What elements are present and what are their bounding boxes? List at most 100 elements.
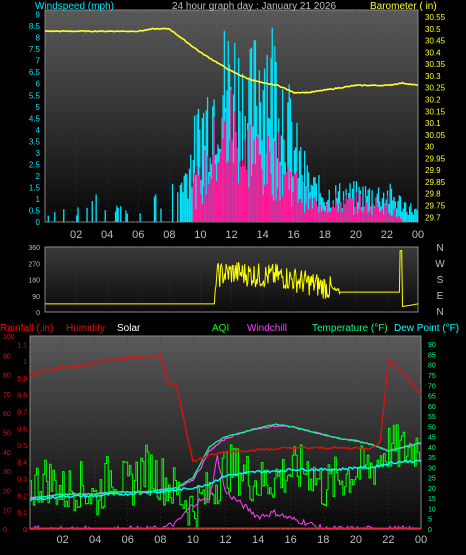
wind-speed-bar	[216, 181, 218, 222]
wind-gust-bar	[203, 113, 205, 222]
wind-speed-bar	[235, 131, 237, 222]
wind-gust-bar	[205, 110, 207, 222]
barometer-tick-label: 30.4	[425, 48, 441, 57]
wind-gust-bar	[412, 214, 415, 222]
barometer-tick-label: 30.2	[425, 96, 441, 105]
wind-speed-bar	[283, 174, 285, 222]
wind-speed-bar	[358, 208, 360, 222]
wind-gust-bar	[241, 73, 244, 222]
time-tick-label: 10	[187, 534, 199, 546]
humidity-tick-label: 30	[3, 469, 11, 476]
wind-speed-tick-label: 1	[36, 195, 41, 204]
compass-direction-label: S	[437, 275, 444, 286]
wind-gust-bar	[318, 175, 320, 222]
wind-speed-bar	[377, 207, 380, 222]
wind-speed-bar	[291, 206, 293, 222]
wind-gust-bar	[139, 213, 141, 222]
wind-gust-bar	[298, 151, 301, 222]
wind-speed-tick-label: 6	[36, 80, 41, 89]
wind-gust-bar	[307, 172, 310, 222]
wind-speed-tick-label: 7	[36, 57, 41, 66]
wind-speed-bar	[293, 173, 295, 222]
wind-speed-bar	[275, 200, 277, 222]
wind-speed-bar	[375, 197, 377, 222]
wind-speed-bar	[276, 188, 279, 222]
time-tick-label: 08	[154, 534, 166, 546]
wind-gust-bar	[232, 94, 235, 222]
barometer-tick-label: 30.35	[425, 60, 446, 69]
wind-speed-bar	[297, 202, 299, 222]
wind-speed-bar	[339, 202, 341, 222]
direction-tick-label: 90	[32, 294, 40, 301]
wind-gust-bar	[86, 207, 88, 222]
wind-speed-bar	[266, 184, 268, 222]
wind-gust-bar	[289, 98, 292, 222]
rainfall-tick-label: 0.9	[17, 376, 27, 383]
wind-gust-bar	[288, 84, 290, 222]
wind-speed-bar	[384, 203, 386, 222]
wind-gust-bar	[248, 78, 250, 222]
wind-speed-bar	[285, 172, 288, 222]
wind-gust-bar	[327, 199, 329, 222]
wind-speed-tick-label: 1.5	[29, 183, 41, 192]
wind-speed-bar	[243, 165, 245, 222]
wind-gust-bar	[377, 187, 380, 222]
wind-speed-bar	[288, 189, 290, 222]
wind-speed-bar	[389, 214, 391, 222]
barometer-tick-label: 29.7	[425, 213, 441, 222]
barometer-tick-label: 30	[425, 143, 434, 152]
wind-gust-bar	[305, 186, 307, 222]
temperature-tick-label: 45	[428, 435, 436, 442]
barometer-tick-label: 30.5	[425, 25, 441, 34]
wind-gust-bar	[160, 208, 162, 222]
wind-speed-bar	[252, 164, 254, 222]
wind-speed-bar	[292, 192, 294, 222]
solar-line	[30, 455, 422, 530]
wind-speed-bar	[363, 206, 365, 222]
wind-speed-bar	[209, 176, 211, 222]
wind-gust-bar	[238, 57, 240, 223]
wind-speed-bar	[348, 197, 350, 222]
wind-speed-bar	[353, 215, 355, 222]
wind-gust-bar	[337, 191, 339, 222]
wind-speed-bar	[240, 166, 242, 222]
compass-direction-label: W	[435, 259, 445, 270]
time-tick-label: 14	[256, 229, 268, 241]
wind-speed-bar	[401, 220, 403, 222]
wind-speed-bar	[289, 171, 292, 222]
wind-speed-bar	[298, 199, 301, 222]
wind-gust-bar	[383, 192, 385, 222]
wind-gust-bar	[76, 215, 78, 222]
wind-speed-bar	[284, 174, 286, 222]
wind-speed-bar	[278, 132, 280, 222]
wind-gust-bar	[95, 194, 97, 222]
barometer-tick-label: 29.9	[425, 166, 441, 175]
wind-speed-tick-label: 4	[36, 126, 41, 135]
wind-gust-bar	[253, 40, 255, 222]
wind-gust-bar	[328, 189, 330, 222]
time-tick-label: 00	[415, 534, 427, 546]
time-tick-label: 22	[381, 229, 393, 241]
wind-speed-bar	[366, 202, 368, 222]
wind-gust-bar	[114, 211, 117, 222]
wind-gust-bar	[201, 118, 203, 222]
time-tick-label: 18	[319, 229, 331, 241]
wind-gust-bar	[125, 210, 127, 222]
wind-speed-bar	[318, 212, 320, 222]
wind-gust-bar	[190, 154, 192, 222]
wind-gust-bar	[390, 188, 393, 222]
time-tick-label: 02	[70, 229, 82, 241]
wind-speed-bar	[332, 203, 334, 222]
wind-gust-bar	[254, 40, 257, 222]
wind-speed-bar	[195, 209, 197, 222]
wind-speed-tick-label: 2.5	[29, 160, 41, 169]
wind-speed-bar	[380, 211, 382, 222]
wind-gust-bar	[263, 68, 266, 222]
wind-speed-bar	[333, 207, 336, 222]
temperature-tick-label: 90	[428, 342, 436, 349]
wind-speed-bar	[265, 154, 267, 222]
wind-speed-bar	[388, 212, 390, 222]
wind-speed-tick-label: 8	[36, 34, 41, 43]
wind-gust-bar	[300, 147, 302, 222]
